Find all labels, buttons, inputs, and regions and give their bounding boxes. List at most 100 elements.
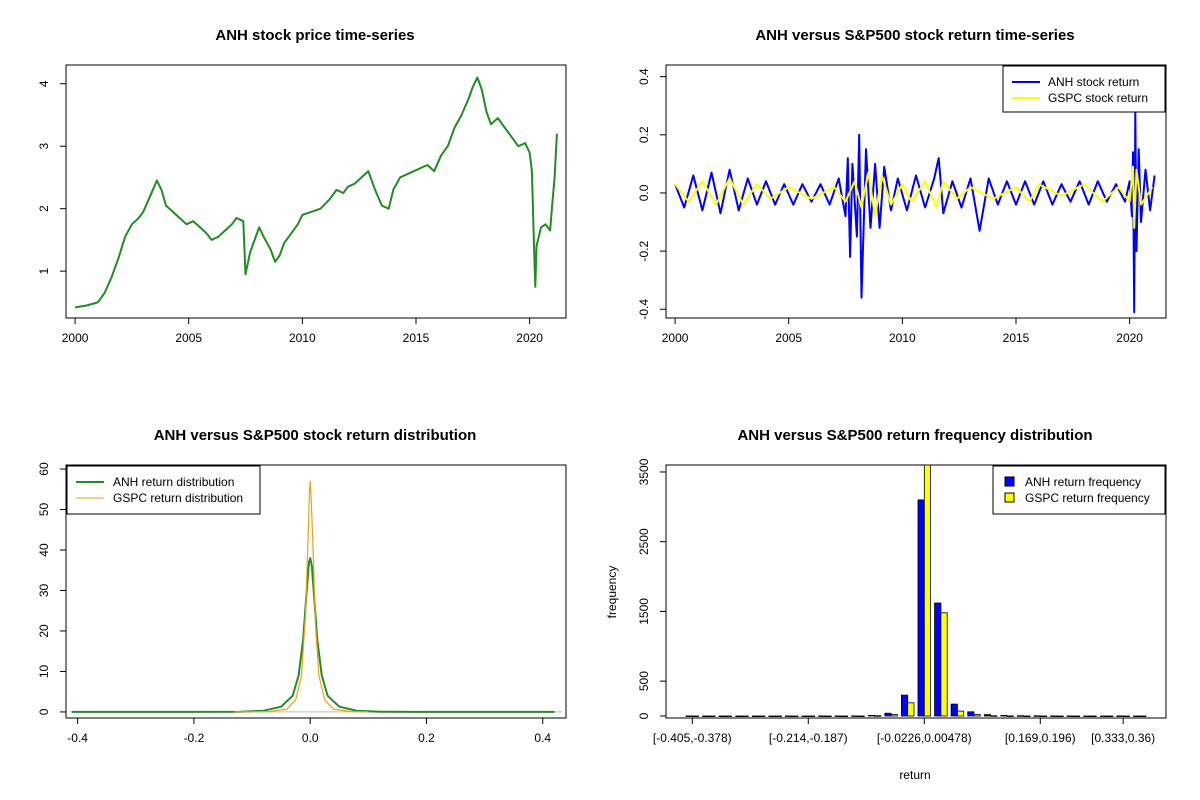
density-axes: -0.4 -0.2 0.0 0.2 0.4 0 10 20 30 40 50 60 bbox=[37, 462, 551, 745]
density-series-line-1 bbox=[71, 557, 555, 713]
returns-ytick-label: 0.4 bbox=[637, 68, 651, 85]
frequency-bar-anh bbox=[1083, 715, 1091, 718]
frequency-xtick-label: [0.169,0.196) bbox=[1005, 731, 1076, 745]
density-ytick-label: 10 bbox=[37, 664, 51, 678]
frequency-bar-gspc bbox=[1023, 715, 1031, 718]
density-plot-box bbox=[65, 464, 567, 719]
frequency-chart-panel: ANH versus S&P500 return frequency distr… bbox=[605, 427, 1167, 782]
frequency-bar-gspc bbox=[874, 715, 882, 717]
frequency-ytick-label: 3500 bbox=[637, 458, 651, 485]
returns-legend-gspc: GSPC stock return bbox=[1048, 91, 1148, 105]
density-xtick-label: -0.2 bbox=[184, 731, 205, 745]
returns-xtick-label: 2010 bbox=[889, 331, 916, 345]
frequency-bar-anh bbox=[1099, 715, 1108, 718]
frequency-chart-title: ANH versus S&P500 return frequency distr… bbox=[737, 427, 1092, 444]
frequency-bar-gspc bbox=[1122, 715, 1130, 718]
returns-xtick-label: 2005 bbox=[775, 331, 802, 345]
returns-legend-anh: ANH stock return bbox=[1048, 75, 1139, 89]
frequency-legend: ANH return frequency GSPC return frequen… bbox=[992, 465, 1166, 515]
density-legend-box bbox=[66, 465, 261, 515]
price-axes: 2000 2005 2010 2015 2020 1 2 3 4 bbox=[37, 80, 543, 345]
returns-xtick-label: 2000 bbox=[662, 331, 689, 345]
frequency-bar-gspc bbox=[1056, 715, 1064, 718]
density-ytick-label: 20 bbox=[37, 624, 51, 638]
frequency-bar-anh bbox=[801, 715, 809, 718]
frequency-xtick-label: [-0.214,-0.187) bbox=[769, 731, 848, 745]
frequency-bar-gspc bbox=[1006, 715, 1014, 717]
frequency-bar-gspc bbox=[691, 715, 699, 718]
returns-chart-panel: ANH versus S&P500 stock return time-seri… bbox=[637, 27, 1167, 345]
frequency-bar-gspc bbox=[1139, 715, 1147, 718]
frequency-bar-anh bbox=[834, 715, 842, 717]
density-xtick-label: 0.4 bbox=[534, 731, 551, 745]
frequency-ytick-label: 2500 bbox=[637, 528, 651, 555]
frequency-bar-anh bbox=[1050, 715, 1058, 717]
density-legend: ANH return distribution GSPC return dist… bbox=[66, 465, 261, 515]
frequency-ytick-label: 0 bbox=[637, 712, 651, 719]
frequency-bar-gspc bbox=[940, 612, 948, 717]
frequency-bar-gspc bbox=[890, 714, 898, 717]
frequency-bar-gspc bbox=[807, 715, 815, 718]
frequency-bar-anh bbox=[1133, 715, 1141, 718]
frequency-bar-anh bbox=[735, 715, 743, 718]
price-series-line-1 bbox=[74, 76, 558, 309]
frequency-bar-anh bbox=[702, 715, 710, 718]
frequency-bar-anh bbox=[983, 714, 991, 717]
frequency-xlabel: return bbox=[899, 768, 930, 782]
frequency-bar-anh bbox=[901, 694, 909, 717]
frequency-bar-anh bbox=[884, 712, 892, 717]
frequency-bar-gspc bbox=[791, 715, 799, 718]
price-xtick-label: 2010 bbox=[289, 331, 316, 345]
frequency-bar-gspc bbox=[857, 715, 865, 718]
returns-xtick-label: 2015 bbox=[1003, 331, 1030, 345]
frequency-bar-gspc bbox=[1073, 715, 1081, 718]
price-chart-panel: ANH stock price time-series 2000 2005 2010… bbox=[37, 27, 567, 345]
frequency-legend-anh: ANH return frequency bbox=[1025, 475, 1141, 489]
returns-ytick-label: 0.0 bbox=[637, 184, 651, 201]
frequency-bar-anh bbox=[768, 715, 776, 718]
frequency-bar-anh bbox=[751, 715, 759, 718]
frequency-legend-swatch-anh bbox=[1004, 476, 1015, 487]
frequency-bar-gspc bbox=[774, 715, 782, 718]
returns-axes: 2000 2005 2010 2015 2020 -0.4 -0.2 0.0 0.2 0.4 bbox=[637, 68, 1143, 345]
price-plot-box bbox=[65, 64, 567, 319]
price-xtick-label: 2015 bbox=[403, 331, 430, 345]
frequency-bar-gspc bbox=[824, 715, 832, 718]
price-chart-title: ANH stock price time-series bbox=[215, 27, 414, 44]
price-ytick-label: 2 bbox=[37, 205, 51, 212]
returns-xtick-label: 2020 bbox=[1116, 331, 1143, 345]
density-ytick-label: 0 bbox=[37, 708, 51, 715]
returns-series-line-2 bbox=[674, 165, 1154, 229]
returns-chart-title: ANH versus S&P500 stock return time-seri… bbox=[755, 27, 1074, 44]
price-ytick-label: 3 bbox=[37, 143, 51, 150]
returns-ytick-label: 0.2 bbox=[637, 126, 651, 143]
frequency-ytick-label: 500 bbox=[637, 671, 651, 691]
frequency-axes: [-0.405,-0.378) [-0.214,-0.187) [-0.0226,0… bbox=[637, 458, 1155, 745]
frequency-bar-anh bbox=[867, 715, 875, 717]
price-series bbox=[74, 76, 558, 309]
density-chart-title: ANH versus S&P500 stock return distribut… bbox=[154, 427, 477, 444]
density-ytick-label: 30 bbox=[37, 583, 51, 597]
frequency-legend-box bbox=[992, 465, 1166, 515]
frequency-ytick-label: 1500 bbox=[637, 598, 651, 625]
frequency-bar-anh bbox=[934, 602, 942, 717]
price-xtick-label: 2000 bbox=[62, 331, 89, 345]
frequency-bar-gspc bbox=[923, 464, 931, 717]
density-ytick-label: 60 bbox=[37, 462, 51, 476]
returns-legend-box bbox=[1002, 65, 1166, 113]
density-xtick-label: 0.2 bbox=[418, 731, 435, 745]
frequency-bar-anh bbox=[1017, 715, 1025, 717]
frequency-bar-gspc bbox=[1106, 715, 1114, 718]
density-ytick-label: 50 bbox=[37, 503, 51, 517]
frequency-bar-gspc bbox=[741, 715, 749, 718]
returns-series bbox=[674, 110, 1156, 314]
returns-plot-box bbox=[665, 64, 1167, 319]
frequency-bar-gspc bbox=[1089, 715, 1097, 718]
frequency-bar-anh bbox=[1116, 715, 1124, 717]
frequency-bar-anh bbox=[917, 499, 925, 717]
price-ytick-label: 1 bbox=[37, 267, 51, 274]
returns-legend: ANH stock return GSPC stock return bbox=[1002, 65, 1166, 113]
frequency-xtick-label: [-0.405,-0.378) bbox=[653, 731, 732, 745]
frequency-bar-gspc bbox=[1039, 715, 1048, 718]
